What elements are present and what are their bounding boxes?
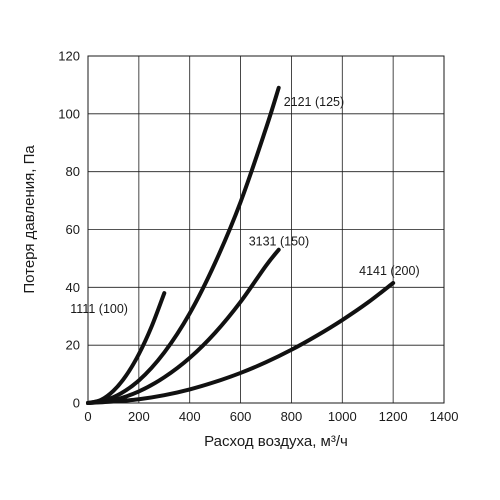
- series-line: [86, 281, 396, 405]
- y-tick-label: 40: [66, 280, 80, 295]
- series-line: [86, 85, 281, 405]
- x-tick-label: 0: [84, 409, 91, 424]
- y-tick-label: 120: [58, 49, 80, 64]
- series-label: 2121 (125): [284, 95, 344, 109]
- y-tick-label: 0: [73, 396, 80, 411]
- y-axis-title: Потеря давления, Па: [21, 145, 38, 294]
- series-label: 3131 (150): [249, 235, 309, 249]
- x-tick-label: 800: [281, 409, 303, 424]
- x-tick-label: 1200: [379, 409, 408, 424]
- y-tick-label: 80: [66, 164, 80, 179]
- y-tick-label: 20: [66, 338, 80, 353]
- x-tick-label: 200: [128, 409, 150, 424]
- series-curves: [86, 85, 396, 405]
- series-label: 4141 (200): [359, 264, 419, 278]
- grid: [88, 56, 444, 403]
- x-tick-label: 600: [230, 409, 252, 424]
- series-label: 1111 (100): [70, 302, 128, 316]
- x-tick-label: 1400: [430, 409, 459, 424]
- y-tick-label: 100: [58, 106, 80, 121]
- y-tick-label: 60: [66, 222, 80, 237]
- tick-labels: 0 200 400 600 800 1000 1200 1400 0 20 40 60 80 100 120: [58, 49, 458, 425]
- x-axis-title: Расход воздуха, м³/ч: [204, 433, 348, 450]
- plot-frame: [87, 55, 445, 404]
- series-labels: 1111 (100) 2121 (125) 3131 (150) 4141 (200): [70, 95, 419, 316]
- x-tick-label: 400: [179, 409, 201, 424]
- series-line: [86, 247, 281, 405]
- x-tick-label: 1000: [328, 409, 357, 424]
